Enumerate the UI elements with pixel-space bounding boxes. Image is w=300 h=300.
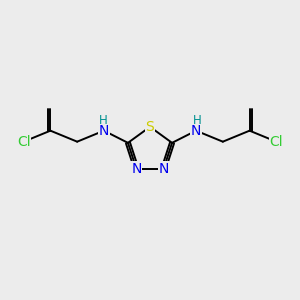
Text: Cl: Cl	[269, 135, 283, 149]
Text: H: H	[99, 114, 107, 127]
Text: H: H	[193, 114, 201, 127]
Text: N: N	[99, 124, 109, 138]
Text: N: N	[131, 162, 142, 176]
Text: Cl: Cl	[17, 135, 31, 149]
Text: S: S	[146, 120, 154, 134]
Text: N: N	[158, 162, 169, 176]
Text: N: N	[191, 124, 201, 138]
